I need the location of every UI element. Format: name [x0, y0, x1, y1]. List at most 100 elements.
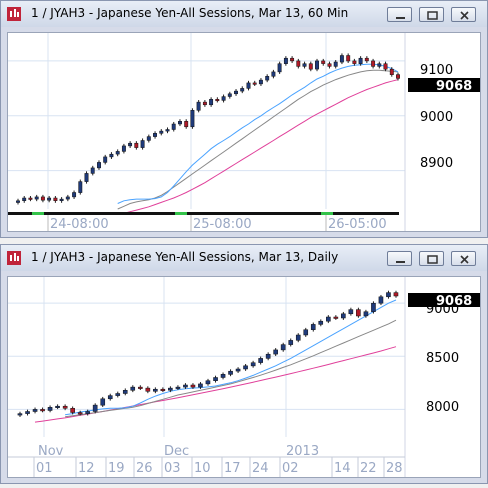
candle	[153, 388, 158, 392]
candle	[77, 412, 83, 415]
day-label: 22	[360, 461, 377, 476]
app-chart-icon	[7, 7, 21, 21]
minimize-button[interactable]	[387, 7, 412, 22]
candle	[371, 302, 376, 312]
chart-window-daily[interactable]: 1 / JYAH3 - Japanese Yen-All Sessions, M…	[0, 244, 488, 484]
last-price-label: 9068	[436, 294, 472, 309]
candle	[107, 395, 113, 400]
day-label: 26	[136, 461, 153, 476]
restore-button[interactable]	[419, 7, 444, 22]
candle	[183, 384, 188, 388]
candle	[383, 63, 388, 70]
titlebar[interactable]: 1 / JYAH3 - Japanese Yen-All Sessions, M…	[1, 1, 487, 27]
ma-fast-line	[117, 63, 399, 204]
candle	[396, 74, 400, 79]
day-label: 02	[282, 461, 299, 476]
candle	[280, 344, 286, 351]
last-price-tag	[408, 293, 480, 307]
candle	[215, 99, 220, 102]
minimize-button[interactable]	[387, 251, 412, 266]
day-label: 03	[164, 461, 181, 476]
candle	[228, 370, 233, 375]
last-price-tag	[408, 78, 480, 92]
minimize-icon	[396, 17, 405, 19]
candle	[17, 413, 23, 416]
close-button[interactable]	[451, 251, 476, 266]
candle	[327, 63, 332, 67]
ma-slow-line	[65, 319, 397, 418]
candle	[97, 162, 101, 169]
time-label: 25-08:00	[193, 217, 252, 231]
day-label: 01	[36, 461, 53, 476]
candle	[196, 101, 201, 111]
candle	[153, 133, 157, 137]
candle	[339, 55, 344, 63]
chart-area[interactable]: 9000 8500 8000 9068 Nov Dec 2013 01 12 19 2…	[7, 276, 481, 478]
candle	[40, 196, 45, 201]
candle	[40, 409, 45, 412]
candle	[178, 121, 182, 125]
candle	[109, 153, 114, 158]
candle	[389, 68, 394, 75]
candle	[303, 329, 309, 336]
app-chart-icon	[7, 251, 21, 265]
price-chart-daily[interactable]: 9000 8500 8000 9068 Nov Dec 2013 01 12 19 2…	[8, 277, 480, 477]
candle	[258, 79, 263, 85]
candle	[100, 398, 106, 406]
restore-icon	[427, 255, 438, 264]
candle	[184, 121, 189, 128]
day-label: 19	[108, 461, 125, 476]
last-price-label: 9068	[436, 79, 472, 94]
time-label: 24-08:00	[50, 217, 109, 231]
price-chart-60min[interactable]: 9100 9000 8900 9068 24-08:00 25-08:00 26…	[8, 33, 480, 232]
candle	[265, 353, 271, 359]
y-tick-label: 8000	[426, 400, 459, 415]
candle	[363, 311, 369, 317]
candle	[146, 136, 151, 141]
candle	[134, 142, 139, 148]
candle	[115, 151, 120, 155]
candle	[165, 129, 170, 132]
day-label: 14	[334, 461, 351, 476]
candle	[295, 334, 301, 341]
candle	[90, 167, 95, 174]
candle	[393, 292, 399, 297]
candle	[321, 60, 326, 64]
candle	[84, 173, 89, 182]
candle	[22, 197, 27, 201]
candle	[386, 292, 391, 298]
candle	[277, 63, 282, 73]
candle	[273, 349, 278, 355]
candle	[371, 60, 376, 67]
candle	[318, 320, 324, 325]
chart-area[interactable]: 9100 9000 8900 9068 24-08:00 25-08:00 26…	[7, 32, 481, 232]
candle	[121, 145, 126, 152]
day-label: 10	[194, 461, 211, 476]
time-label: 26-05:00	[328, 217, 387, 231]
month-label: Dec	[164, 444, 189, 459]
candle	[346, 55, 351, 62]
y-tick-label: 8900	[420, 156, 453, 171]
restore-icon	[427, 11, 438, 20]
candle	[310, 324, 316, 330]
close-icon	[460, 11, 469, 20]
restore-button[interactable]	[419, 251, 444, 266]
titlebar[interactable]: 1 / JYAH3 - Japanese Yen-All Sessions, M…	[1, 245, 487, 271]
day-label: 24	[252, 461, 269, 476]
candle	[55, 405, 60, 408]
close-button[interactable]	[451, 7, 476, 22]
y-tick-label: 9100	[420, 63, 453, 78]
candle	[227, 93, 232, 97]
candle	[159, 130, 164, 134]
month-label: 2013	[286, 444, 319, 459]
candle	[59, 198, 64, 201]
candle	[352, 60, 357, 64]
month-label: Nov	[38, 444, 64, 459]
day-label: 28	[386, 461, 403, 476]
day-label: 17	[224, 461, 241, 476]
candle	[70, 408, 75, 413]
candle	[258, 358, 263, 363]
chart-window-60min[interactable]: 1 / JYAH3 - Japanese Yen-All Sessions, M…	[0, 0, 488, 238]
window-title: 1 / JYAH3 - Japanese Yen-All Sessions, M…	[31, 6, 349, 20]
candle	[202, 101, 207, 106]
